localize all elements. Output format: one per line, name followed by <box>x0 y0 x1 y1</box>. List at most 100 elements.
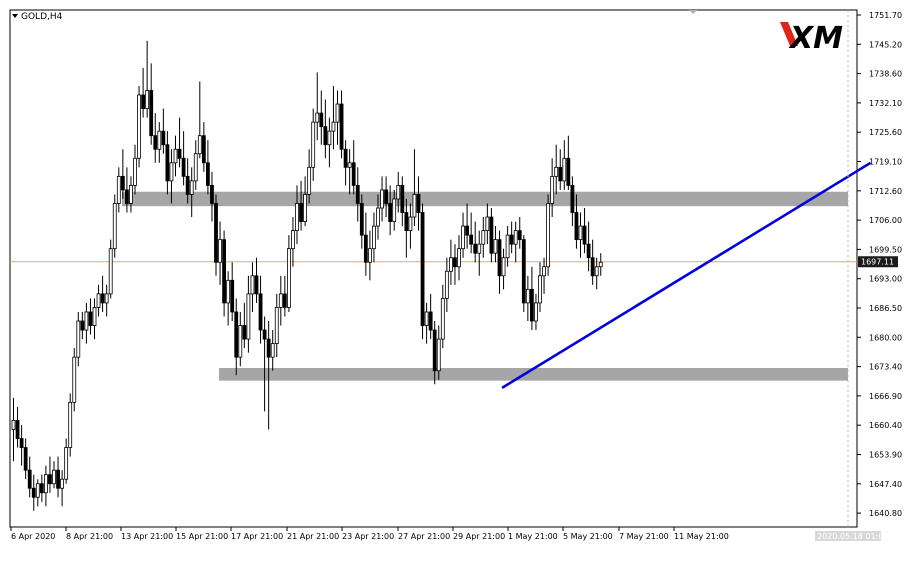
price-tick-label: 1725.60 <box>869 128 902 137</box>
candle <box>282 275 287 317</box>
candle <box>120 149 125 199</box>
candle <box>177 117 182 168</box>
price-tick-label: 1732.10 <box>869 99 902 108</box>
logo-mark-icon <box>780 22 798 46</box>
candle <box>534 293 538 331</box>
candle <box>266 321 271 430</box>
candle <box>416 176 421 231</box>
current-price-label: 1697.11 <box>858 256 898 268</box>
candle <box>210 171 214 222</box>
candle <box>319 90 324 145</box>
date-tick-label: 13 Apr 21:00 <box>121 532 173 541</box>
candle <box>448 239 453 285</box>
candle <box>230 262 235 322</box>
candle <box>489 208 494 263</box>
candle <box>481 217 486 258</box>
candle <box>291 217 295 267</box>
candle <box>80 311 85 340</box>
candle <box>530 266 534 331</box>
candle <box>444 257 449 312</box>
candle <box>554 144 559 195</box>
candle <box>546 194 550 276</box>
candle <box>323 99 328 159</box>
price-axis[interactable]: 1751.70 1745.20 1738.60 1732.10 1725.60 1719.… <box>857 11 902 518</box>
chart-shift-marker[interactable] <box>689 10 697 14</box>
candle <box>238 311 243 367</box>
price-tick-label: 1699.50 <box>869 245 902 254</box>
candle <box>400 176 405 227</box>
candle <box>108 239 113 299</box>
price-tick-label: 1686.50 <box>869 304 902 313</box>
candle <box>201 122 206 172</box>
candle <box>538 262 542 312</box>
candle <box>586 221 591 272</box>
candle <box>100 275 105 312</box>
candle <box>165 131 170 195</box>
candle <box>307 149 312 204</box>
zone-rect[interactable] <box>219 368 848 381</box>
candle <box>52 461 56 489</box>
candle <box>96 284 101 317</box>
candle <box>598 253 603 276</box>
candle <box>274 293 279 358</box>
candle <box>477 230 482 276</box>
candle <box>517 217 522 249</box>
date-tick-label: 27 Apr 21:00 <box>398 532 450 541</box>
candle <box>384 176 389 218</box>
candle <box>116 167 121 213</box>
price-tick-label: 1660.40 <box>869 421 902 430</box>
candle <box>521 235 526 312</box>
candle <box>92 298 97 340</box>
candle <box>355 167 360 222</box>
symbol-menu-icon[interactable] <box>12 14 18 18</box>
last-date-label: 2020.05.18 01:00 <box>817 532 888 541</box>
candle <box>11 397 16 462</box>
candle <box>501 248 506 290</box>
candle <box>133 144 137 195</box>
last-date-label-bg <box>815 531 881 541</box>
candle <box>347 149 352 195</box>
candle <box>493 226 498 263</box>
candle <box>189 167 194 218</box>
candle <box>173 135 178 177</box>
candle <box>509 221 514 254</box>
candle <box>84 302 89 344</box>
candle <box>432 321 437 385</box>
time-axis[interactable]: 6 Apr 2020 8 Apr 21:00 13 Apr 21:00 15 Apr … <box>10 527 888 541</box>
price-tick-label: 1666.90 <box>869 392 902 401</box>
candle <box>286 235 291 312</box>
candle <box>372 212 376 263</box>
candle <box>440 284 445 349</box>
candle <box>56 456 60 498</box>
candle <box>205 140 210 195</box>
price-tick-label: 1640.80 <box>869 509 902 518</box>
candle <box>112 194 117 258</box>
candle <box>339 90 344 159</box>
candle <box>27 456 32 498</box>
date-tick-label: 23 Apr 21:00 <box>342 532 394 541</box>
candle <box>254 257 259 303</box>
logo-text: XM <box>788 21 843 56</box>
date-tick-label: 11 May 21:00 <box>674 532 729 541</box>
candle <box>303 176 308 227</box>
candle <box>590 239 595 285</box>
candle <box>428 293 433 340</box>
candle <box>193 140 198 190</box>
candle <box>351 140 356 195</box>
price-tick-label: 1673.40 <box>869 363 902 372</box>
candle <box>218 221 222 285</box>
candle <box>145 40 150 118</box>
candle <box>542 257 546 294</box>
candle <box>574 194 579 249</box>
candle <box>363 212 368 276</box>
candle <box>335 90 340 145</box>
candle <box>570 176 575 227</box>
candle <box>396 171 401 213</box>
trendline[interactable] <box>501 161 872 390</box>
date-tick-label: 15 Apr 21:00 <box>176 532 228 541</box>
date-tick-label: 21 Apr 21:00 <box>287 532 339 541</box>
svg-text:1697.11: 1697.11 <box>861 258 894 267</box>
candle <box>465 203 470 249</box>
zone-rect[interactable] <box>122 191 848 207</box>
